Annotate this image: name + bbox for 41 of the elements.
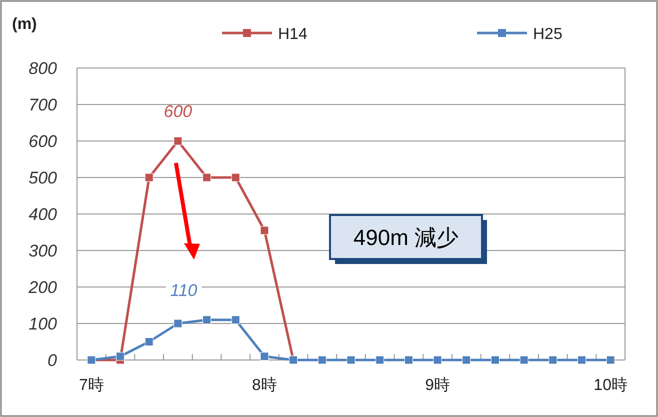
point — [577, 356, 586, 364]
point — [520, 356, 528, 364]
point — [490, 356, 500, 364]
point — [548, 356, 558, 364]
point — [260, 226, 269, 235]
point — [174, 136, 182, 146]
point — [202, 316, 212, 324]
point — [404, 356, 413, 364]
y-tick-label: 500 — [28, 168, 58, 188]
y-tick-label: 200 — [28, 278, 58, 297]
point — [231, 316, 240, 324]
point — [318, 356, 326, 364]
y-tick-label: 600 — [28, 132, 58, 151]
y-axis-title: (m) — [12, 16, 37, 33]
legend-label: H14 — [278, 26, 308, 43]
y-tick-label: 700 — [28, 96, 58, 114]
y-tick-label: 800 — [28, 59, 58, 78]
point — [606, 356, 615, 364]
point — [116, 352, 125, 361]
point — [144, 338, 154, 346]
y-tick-label: 300 — [28, 242, 58, 260]
point — [260, 352, 269, 361]
point — [376, 356, 384, 364]
legend-label: H25 — [533, 26, 562, 43]
point — [144, 173, 154, 182]
x-tick-label: 10時 — [594, 376, 628, 394]
point — [346, 356, 356, 364]
point — [231, 173, 240, 182]
point — [433, 356, 442, 364]
x-tick-label: 9時 — [425, 376, 450, 394]
y-tick-label: 400 — [28, 205, 58, 224]
annotation: 600 — [164, 102, 193, 121]
y-tick-label: 0 — [48, 351, 58, 370]
x-tick-label: 7時 — [78, 376, 104, 394]
x-tick-label: 8時 — [252, 376, 277, 394]
point — [202, 173, 212, 182]
point — [174, 319, 182, 328]
point — [462, 356, 471, 364]
annotation: 490m 減少 — [353, 225, 459, 250]
y-tick-label: 100 — [28, 314, 58, 334]
annotation: 110 — [170, 280, 198, 300]
